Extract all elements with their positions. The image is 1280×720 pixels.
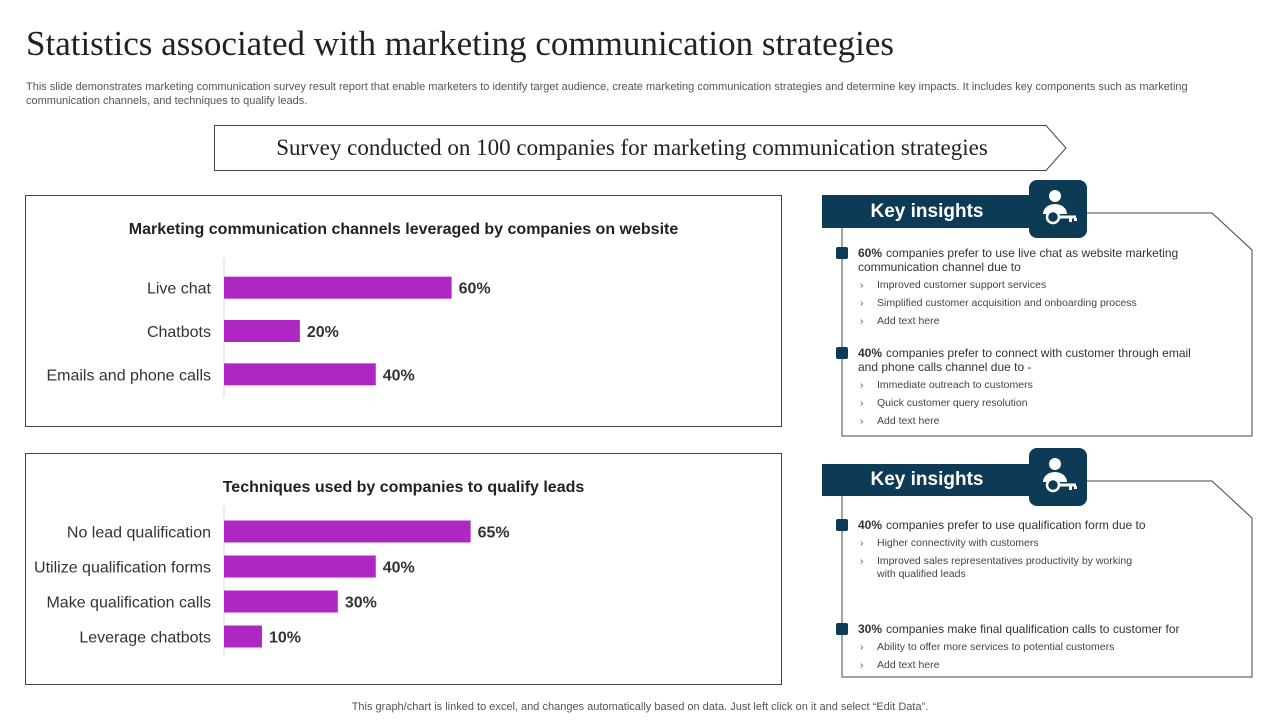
chevron-right-icon: ›	[860, 659, 864, 671]
footer-note: This graph/chart is linked to excel, and…	[351, 701, 929, 713]
survey-banner: Survey conducted on 100 companies for ma…	[214, 125, 1074, 171]
insight-text: companies prefer to connect with custome…	[858, 346, 1191, 374]
category-label: No lead qualification	[67, 525, 211, 542]
value-label: 40%	[383, 367, 415, 384]
chart-title: Techniques used by companies to qualify …	[222, 479, 585, 496]
insight-percent: 60%	[858, 246, 883, 260]
insight-sub-item: › Higher connectivity with customers	[860, 537, 1039, 549]
insight-sub-item: › Ability to offer more services to poten…	[860, 641, 1115, 653]
bar	[224, 520, 471, 543]
insight-sub-item: › Quick customer query resolution	[860, 397, 1028, 409]
insight-text: companies prefer to use qualification fo…	[886, 518, 1146, 532]
insight-marker-icon	[836, 347, 848, 359]
insight-item: 60% companies prefer to use live chat as …	[822, 246, 1202, 328]
bar	[224, 320, 300, 342]
banner-text: Survey conducted on 100 companies for ma…	[276, 135, 988, 160]
insight-marker-icon	[836, 519, 848, 531]
leads-chart: Techniques used by companies to qualify …	[25, 453, 782, 685]
banner-arrow-shape	[214, 125, 1067, 171]
page-subtitle: This slide demonstrates marketing commun…	[26, 81, 1188, 107]
category-label: Utilize qualification forms	[34, 560, 211, 577]
insight-marker-icon	[836, 247, 848, 259]
insight-header: Key insights	[822, 464, 1032, 496]
value-label: 10%	[269, 630, 301, 647]
value-label: 60%	[459, 281, 491, 298]
chevron-right-icon: ›	[860, 537, 864, 549]
bar	[224, 276, 452, 299]
chart-title: Marketing communication channels leverag…	[128, 221, 679, 238]
key-insights-panel-1: Key insights 60% companies prefer to use …	[822, 180, 1254, 438]
insight-item: 40% companies prefer to use qualification…	[822, 518, 1202, 581]
insight-text: companies prefer to use live chat as web…	[858, 246, 1179, 274]
category-label: Leverage chatbots	[79, 630, 211, 647]
user-key-icon	[1029, 180, 1087, 238]
leads-chart-plot: No lead qualification 65% Utilize qualific…	[34, 506, 510, 656]
value-label: 40%	[383, 560, 415, 577]
insight-sub-item: › Add text here	[860, 315, 940, 327]
category-label: Make qualification calls	[46, 595, 211, 612]
insight-sub-item: › Improved sales representatives producti…	[860, 555, 1133, 580]
bar	[224, 363, 376, 386]
bar	[224, 625, 262, 648]
category-label: Live chat	[147, 281, 212, 298]
insight-item: 30% companies make final qualification ca…	[822, 622, 1202, 672]
insight-percent: 40%	[858, 346, 883, 360]
insight-panel-border	[841, 212, 1253, 437]
insight-sub-item: › Simplified customer acquisition and onb…	[860, 297, 1137, 309]
user-key-icon	[1029, 448, 1087, 506]
value-label: 65%	[478, 525, 510, 542]
insight-percent: 30%	[858, 622, 883, 636]
insight-text: companies make final qualification calls…	[886, 622, 1180, 636]
insight-percent: 40%	[858, 518, 883, 532]
chevron-right-icon: ›	[860, 415, 864, 427]
chevron-right-icon: ›	[860, 297, 864, 309]
chevron-right-icon: ›	[860, 555, 864, 567]
chevron-right-icon: ›	[860, 315, 864, 327]
channels-chart: Marketing communication channels leverag…	[25, 195, 782, 427]
insight-header: Key insights	[822, 195, 1032, 228]
chevron-right-icon: ›	[860, 397, 864, 409]
key-insights-panel-2: Key insights 40% companies prefer to use …	[822, 448, 1254, 680]
insight-panel-border	[841, 480, 1253, 678]
insight-sub-item: › Improved customer support services	[860, 279, 1047, 291]
chevron-right-icon: ›	[860, 379, 864, 391]
value-label: 20%	[307, 324, 339, 341]
insight-sub-item: › Add text here	[860, 415, 940, 427]
value-label: 30%	[345, 595, 377, 612]
channels-chart-plot: Live chat 60% Chatbots 20% Emails and phone …	[46, 258, 491, 398]
insight-marker-icon	[836, 623, 848, 635]
category-label: Chatbots	[147, 324, 211, 341]
insight-item: 40% companies prefer to connect with cust…	[822, 346, 1202, 428]
bar	[224, 555, 376, 578]
insight-sub-item: › Immediate outreach to customers	[860, 379, 1033, 391]
category-label: Emails and phone calls	[46, 367, 211, 384]
page-title: Statistics associated with marketing com…	[26, 24, 894, 63]
chevron-right-icon: ›	[860, 279, 864, 291]
chevron-right-icon: ›	[860, 641, 864, 653]
insight-sub-item: › Add text here	[860, 659, 940, 671]
bar	[224, 590, 338, 613]
